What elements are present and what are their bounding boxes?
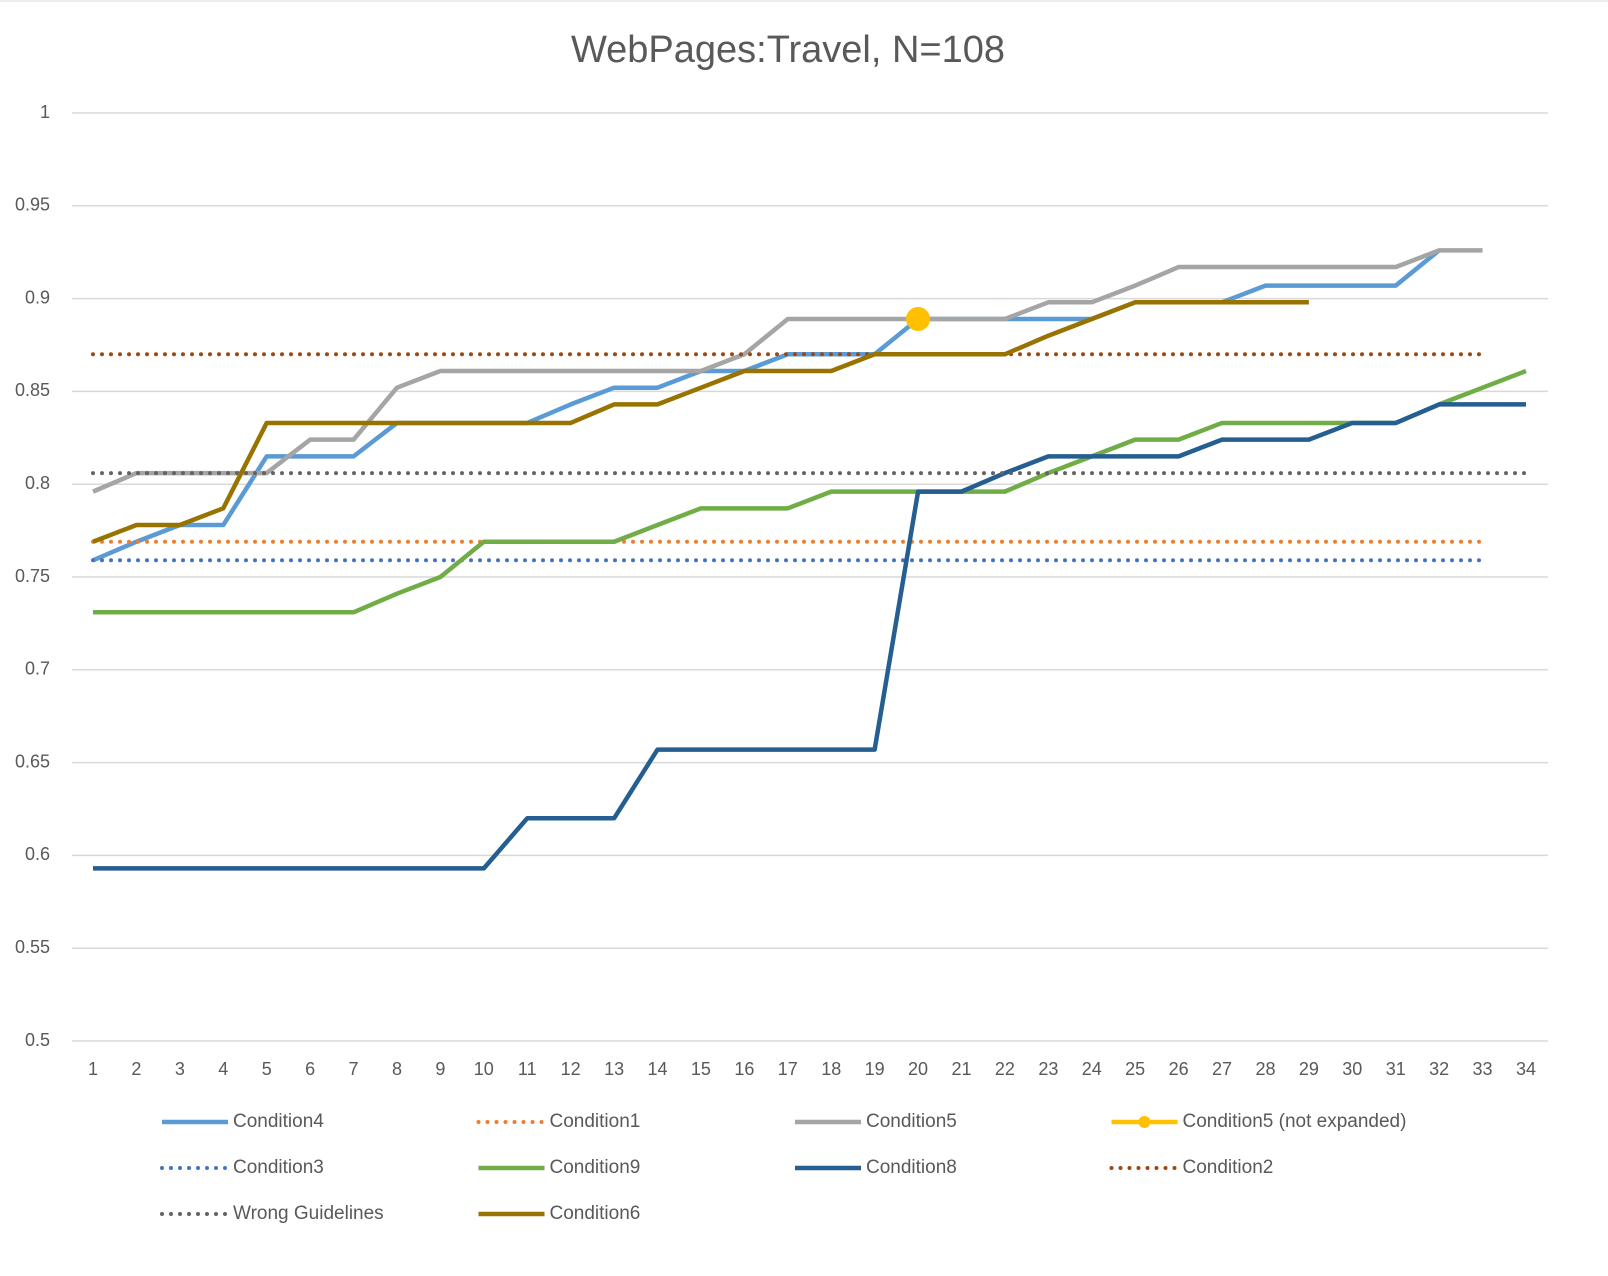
series-line	[93, 368, 1527, 615]
y-tick-label: 0.6	[25, 844, 50, 864]
x-tick-label: 3	[175, 1059, 185, 1079]
legend-label: Condition5 (not expanded)	[1183, 1111, 1407, 1132]
legend-label: Condition6	[550, 1203, 641, 1224]
series-line	[92, 248, 1441, 563]
x-tick-label: 11	[518, 1059, 537, 1079]
y-tick-label: 0.7	[25, 659, 50, 679]
x-tick-label: 28	[1255, 1059, 1275, 1079]
y-tick-label: 0.8	[25, 473, 50, 493]
legend-label: Wrong Guidelines	[233, 1203, 384, 1224]
x-tick-label: 26	[1169, 1059, 1189, 1079]
x-tick-label: 20	[908, 1059, 928, 1079]
y-tick-label: 0.85	[15, 380, 50, 400]
legend-label: Condition2	[1183, 1157, 1274, 1178]
x-tick-label: 30	[1342, 1059, 1362, 1079]
x-tick-label: 17	[778, 1059, 798, 1079]
x-tick-label: 24	[1082, 1059, 1102, 1079]
x-tick-label: 10	[474, 1059, 494, 1079]
legend-marker	[1138, 1116, 1151, 1128]
x-tick-label: 14	[647, 1059, 667, 1079]
legend-label: Condition3	[233, 1157, 324, 1178]
x-tick-label: 2	[131, 1059, 141, 1079]
x-tick-label: 15	[691, 1059, 711, 1079]
x-tick-label: 27	[1212, 1059, 1232, 1079]
legend-label: Condition8	[866, 1157, 957, 1178]
x-tick-label: 4	[218, 1059, 228, 1079]
x-tick-label: 34	[1516, 1059, 1536, 1079]
x-tick-label: 21	[951, 1059, 971, 1079]
x-tick-label: 7	[349, 1059, 359, 1079]
x-tick-label: 31	[1386, 1059, 1406, 1079]
x-tick-label: 19	[865, 1059, 885, 1079]
y-tick-label: 0.55	[15, 937, 50, 957]
legend-label: Condition9	[550, 1157, 641, 1178]
chart-title: WebPages:Travel, N=108	[571, 29, 1005, 71]
point	[906, 307, 931, 332]
x-tick-label: 9	[435, 1059, 445, 1079]
series-line	[92, 300, 1309, 544]
x-tick-label: 5	[262, 1059, 272, 1079]
x-tick-label: 29	[1299, 1059, 1319, 1079]
y-tick-label: 0.9	[25, 287, 50, 307]
x-tick-label: 23	[1038, 1059, 1058, 1079]
x-tick-label: 18	[821, 1059, 841, 1079]
x-tick-label: 33	[1473, 1059, 1493, 1079]
x-tick-label: 8	[392, 1059, 402, 1079]
legend-label: Condition5	[866, 1111, 957, 1132]
x-tick-label: 1	[88, 1059, 98, 1079]
x-tick-label: 6	[305, 1059, 315, 1079]
x-tick-label: 22	[995, 1059, 1015, 1079]
x-tick-label: 32	[1429, 1059, 1449, 1079]
legend-label: Condition1	[550, 1111, 641, 1132]
y-tick-label: 1	[40, 102, 50, 122]
x-tick-label: 12	[561, 1059, 581, 1079]
series-line	[93, 402, 1526, 871]
series-line	[92, 248, 1483, 494]
y-tick-label: 0.75	[15, 566, 50, 586]
x-tick-label: 13	[604, 1059, 624, 1079]
y-tick-label: 0.65	[15, 751, 50, 771]
x-tick-label: 16	[734, 1059, 754, 1079]
y-tick-label: 0.5	[25, 1030, 50, 1050]
y-tick-label: 0.95	[15, 195, 50, 215]
x-tick-label: 25	[1125, 1059, 1145, 1079]
legend-label: Condition4	[233, 1111, 324, 1132]
